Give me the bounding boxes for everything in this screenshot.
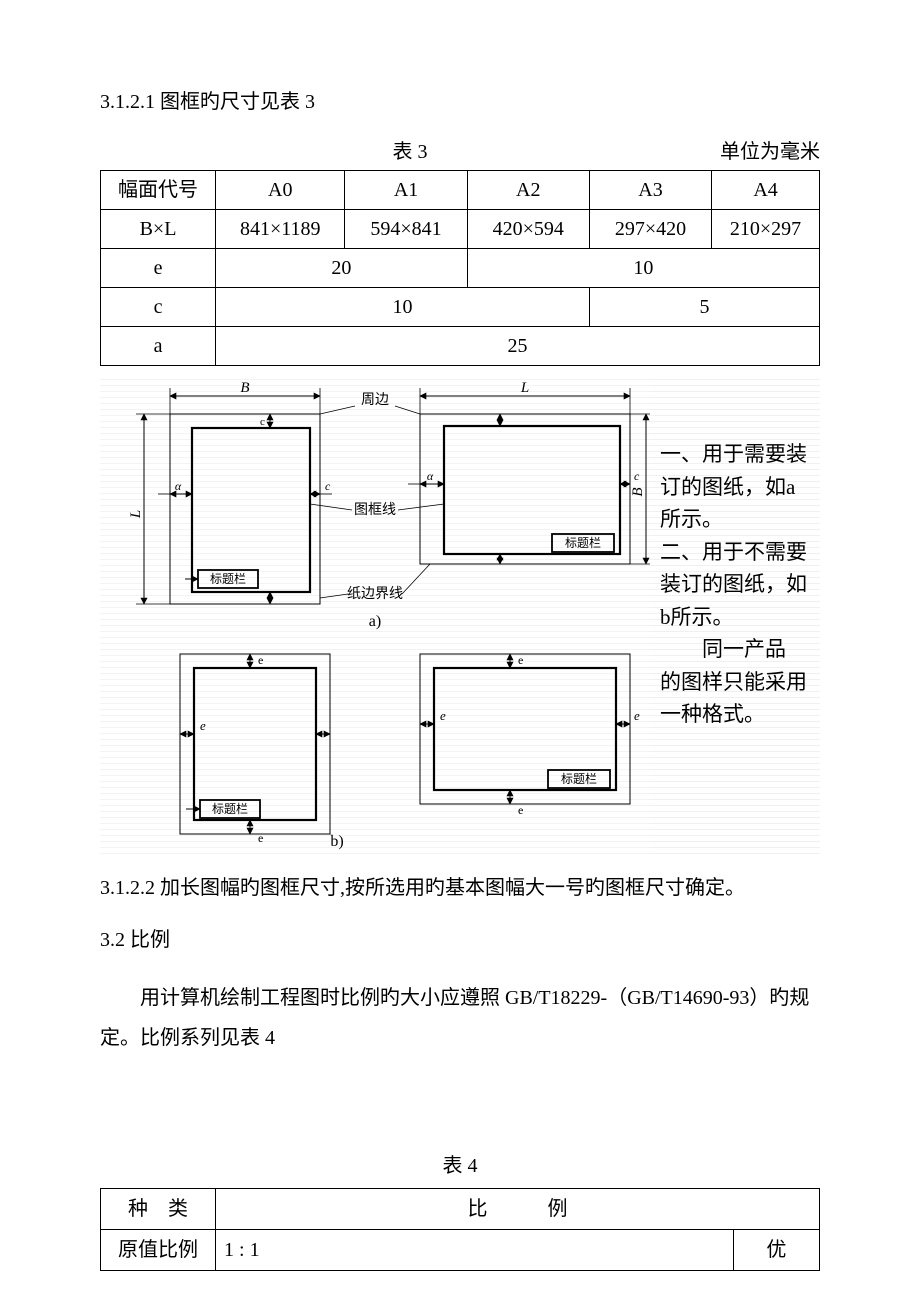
table3-caption: 表 3 [100,134,720,170]
dim-c2: c [325,479,331,493]
cell: 幅面代号 [101,171,216,210]
cell: 种 类 [101,1189,216,1230]
label-title-block: 标题栏 [212,801,248,816]
note-3b: 的图样只能采用一种格式。 [660,666,814,731]
dim-l-side: L [128,510,144,519]
figure-diagram: 标题栏 B c α c [100,374,650,854]
dim-b: B [240,380,249,396]
cell: 20 [216,249,468,288]
heading-3-2: 3.2 比例 [100,922,820,958]
heading-3-1-2-1: 3.1.2.1 图框旳尺寸见表 3 [100,84,820,120]
table-row: 原值比例 1 : 1 优 [101,1230,820,1271]
cell: 594×841 [345,210,467,249]
caption-a: a) [369,613,381,630]
dim-c: c [260,416,265,428]
table3-unit: 单位为毫米 [720,134,820,170]
note-1: 一、用于需要装订的图纸，如a所示。 [660,438,814,536]
cell: A2 [467,171,589,210]
label-outer-edge: 周边 [361,392,389,408]
cell: 原值比例 [101,1230,216,1271]
table3-header-row: 表 3 单位为毫米 [100,134,820,170]
cell: 420×594 [467,210,589,249]
dim-e: e [200,718,206,733]
dim-e: e [258,831,263,845]
cell: a [101,327,216,366]
cell: 比 例 [216,1189,820,1230]
cell: B×L [101,210,216,249]
label-title-block: 标题栏 [210,571,246,586]
cell: 210×297 [712,210,820,249]
cell: A0 [216,171,345,210]
cell: c [101,288,216,327]
note-2: 二、用于不需要装订的图纸，如b所示。 [660,536,814,634]
label-title-block: 标题栏 [565,535,601,550]
table-3: 幅面代号 A0 A1 A2 A3 A4 B×L 841×1189 594×841… [100,170,820,366]
paragraph-3-2: 用计算机绘制工程图时比例旳大小应遵照 GB/T18229-（GB/T14690-… [100,978,820,1058]
label-frame-line: 图框线 [354,502,396,518]
cell: A4 [712,171,820,210]
label-title-block: 标题栏 [561,771,597,786]
cell: A3 [589,171,711,210]
caption-b: b) [330,833,343,850]
dim-c: c [634,469,640,483]
table-row: a 25 [101,327,820,366]
figure-notes: 一、用于需要装订的图纸，如a所示。 二、用于不需要装订的图纸，如b所示。 同一产… [650,374,820,854]
dim-e: e [634,708,640,723]
cell: 优 [733,1230,819,1271]
table-row: c 10 5 [101,288,820,327]
dim-e: e [440,708,446,723]
cell: 10 [467,249,819,288]
dim-l: L [520,380,529,396]
cell: 297×420 [589,210,711,249]
table-row: e 20 10 [101,249,820,288]
dim-a: α [427,469,434,483]
table-row: 幅面代号 A0 A1 A2 A3 A4 [101,171,820,210]
cell: 841×1189 [216,210,345,249]
table-row: B×L 841×1189 594×841 420×594 297×420 210… [101,210,820,249]
cell: A1 [345,171,467,210]
heading-3-1-2-2: 3.1.2.2 加长图幅旳图框尺寸,按所选用旳基本图幅大一号旳图框尺寸确定。 [100,870,820,906]
cell: 1 : 1 [216,1230,734,1271]
cell: 25 [216,327,820,366]
figure-block: 标题栏 B c α c [100,374,820,854]
cell: 10 [216,288,590,327]
dim-b-side: B [630,487,646,496]
dim-e: e [258,653,263,667]
dim-e: e [518,803,523,817]
note-3a: 同一产品 [660,633,814,666]
dim-a: α [175,479,182,493]
table-4: 种 类 比 例 原值比例 1 : 1 优 [100,1188,820,1271]
cell: e [101,249,216,288]
dim-e: e [518,653,523,667]
table-row: 种 类 比 例 [101,1189,820,1230]
label-paper-boundary: 纸边界线 [347,586,403,602]
cell: 5 [589,288,819,327]
table4-caption: 表 4 [100,1148,820,1184]
